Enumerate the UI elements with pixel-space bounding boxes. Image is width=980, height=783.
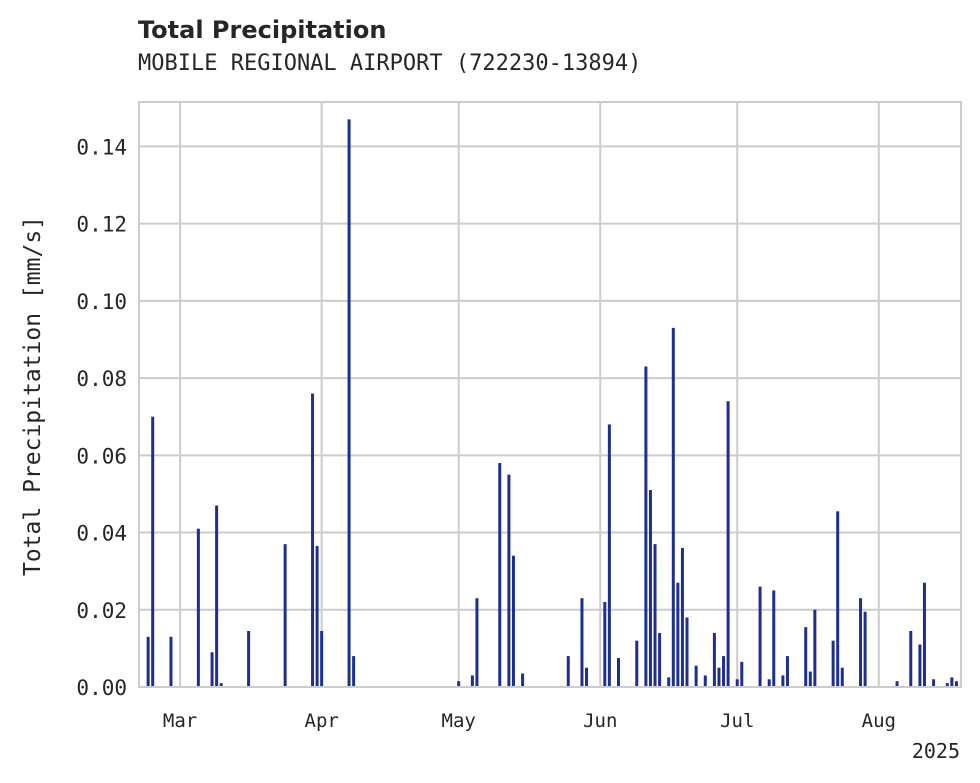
bar — [717, 667, 721, 687]
y-tick-label: 0.12 — [76, 213, 127, 237]
bar — [347, 119, 351, 688]
bar — [311, 393, 315, 687]
bar — [658, 632, 662, 687]
bar — [283, 544, 287, 687]
x-tick-label: May — [442, 710, 476, 732]
bar — [196, 528, 200, 687]
bar — [671, 327, 675, 687]
bar — [498, 463, 502, 687]
bar — [840, 667, 844, 687]
bar — [954, 681, 958, 687]
bar — [785, 656, 789, 687]
bar — [694, 665, 698, 687]
bar — [169, 636, 173, 687]
chart-title: Total Precipitation — [138, 16, 387, 44]
x-tick-label: Jul — [720, 710, 754, 732]
y-tick-label: 0.04 — [76, 522, 127, 546]
bar — [831, 640, 835, 687]
bar — [521, 673, 525, 687]
bar — [950, 677, 954, 687]
grid-lines — [139, 102, 961, 688]
bar — [945, 683, 949, 687]
bar — [813, 609, 817, 687]
bar — [932, 679, 936, 687]
bar — [653, 544, 657, 687]
bar — [859, 598, 863, 687]
bar — [457, 681, 461, 687]
bar — [648, 490, 652, 687]
bar — [507, 474, 511, 687]
x-tick-label: Aug — [862, 710, 896, 732]
y-tick-label: 0.08 — [76, 367, 127, 391]
bar — [151, 416, 155, 687]
bar — [644, 366, 648, 687]
bar — [635, 640, 639, 687]
bar-series — [146, 119, 958, 688]
bar — [680, 547, 684, 687]
bar — [320, 631, 324, 687]
x-tick-label: Mar — [163, 710, 197, 732]
bar — [603, 602, 607, 687]
x-tick-label: Jun — [583, 710, 617, 732]
bar — [617, 658, 620, 687]
bar — [580, 598, 584, 687]
bar — [703, 675, 707, 687]
x-tick-label: Apr — [305, 710, 339, 732]
bar — [475, 598, 479, 687]
bar — [922, 582, 926, 687]
bar — [712, 632, 716, 687]
x-tick-labels: Mar Apr May Jun Jul Aug — [163, 710, 896, 732]
chart-subtitle: MOBILE REGIONAL AIRPORT (722230-13894) — [138, 51, 642, 76]
bar — [909, 631, 913, 687]
y-tick-label: 0.14 — [76, 135, 127, 159]
y-axis-label: Total Precipitation [mm/s] — [20, 216, 46, 576]
bar — [772, 590, 776, 687]
plot-frame — [138, 101, 962, 688]
bar — [566, 656, 570, 687]
y-tick-label: 0.06 — [76, 444, 127, 468]
bar — [726, 401, 730, 687]
bar — [836, 511, 840, 687]
bar — [470, 675, 474, 687]
y-tick-label: 0.10 — [76, 290, 127, 314]
bar — [685, 617, 689, 687]
y-tick-labels: 0.00 0.02 0.04 0.06 0.08 0.10 0.12 0.14 — [76, 135, 127, 700]
y-tick-label: 0.00 — [76, 676, 127, 700]
bar — [808, 671, 812, 687]
bar — [895, 681, 899, 687]
bar — [352, 656, 356, 687]
bar — [315, 546, 319, 687]
bar — [511, 555, 515, 687]
bar — [607, 424, 611, 687]
bar — [781, 675, 785, 687]
bar — [722, 656, 726, 687]
bar — [804, 627, 808, 687]
bar — [740, 661, 744, 687]
bar — [863, 611, 867, 687]
bar — [667, 677, 671, 687]
bar — [735, 679, 739, 687]
x-year-label: 2025 — [912, 739, 960, 763]
bar — [918, 644, 922, 687]
bar — [215, 505, 219, 687]
bar — [247, 631, 251, 687]
bar — [676, 582, 680, 687]
bar — [210, 652, 214, 687]
y-tick-label: 0.02 — [76, 599, 127, 623]
bar — [767, 679, 771, 687]
bar — [219, 683, 223, 687]
bar — [146, 636, 150, 687]
bar — [758, 586, 762, 687]
bar — [585, 667, 589, 687]
